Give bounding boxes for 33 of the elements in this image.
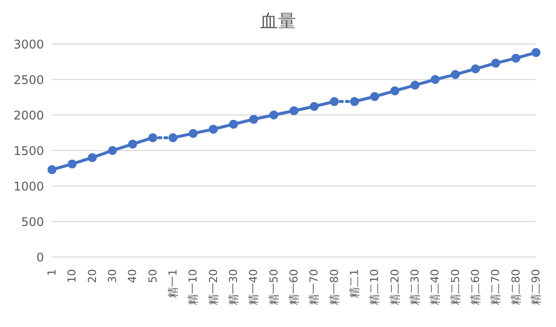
y-tick-label: 3000 [13, 37, 44, 52]
x-tick-label: 精一40 [247, 269, 260, 305]
y-tick-label: 1500 [13, 144, 44, 158]
x-tick-label: 精二80 [509, 269, 522, 305]
x-tick-label: 精二20 [388, 269, 402, 305]
x-tick-label: 精一1 [166, 269, 180, 298]
x-tick-label: 精二1 [348, 269, 361, 298]
x-tick-label: 精一50 [267, 269, 280, 305]
y-tick-label: 0 [36, 250, 44, 264]
x-tick-label: 40 [126, 269, 140, 283]
x-tick-label: 精一60 [288, 269, 300, 305]
y-tick-label: 500 [21, 214, 44, 229]
chart-title: 血量 [259, 10, 297, 34]
x-tick-label: 30 [106, 269, 119, 283]
x-tick-label: 20 [86, 269, 99, 283]
x-tick-label: 精二30 [408, 269, 422, 305]
y-tick-label: 2000 [13, 108, 44, 122]
x-tick-label: 精二60 [469, 269, 482, 305]
x-tick-label: 精一70 [308, 269, 321, 305]
x-tick-label: 精一80 [328, 269, 341, 305]
y-tick-label: 2500 [13, 72, 44, 87]
x-tick-label: 精二10 [368, 269, 382, 305]
x-tick-label: 精一10 [186, 269, 200, 305]
y-tick-label: 1000 [13, 179, 44, 194]
x-tick-label: 精一20 [206, 269, 220, 305]
x-tick-label: 精一30 [227, 269, 240, 305]
x-tick-label: 精二50 [448, 269, 462, 305]
x-tick-label: 1 [46, 269, 58, 276]
x-tick-label: 精二70 [489, 269, 502, 305]
x-tick-label: 精二40 [428, 269, 442, 305]
x-tick-label: 50 [146, 269, 160, 283]
x-tick-label: 10 [66, 269, 79, 283]
x-tick-label: 精二90 [530, 269, 542, 305]
